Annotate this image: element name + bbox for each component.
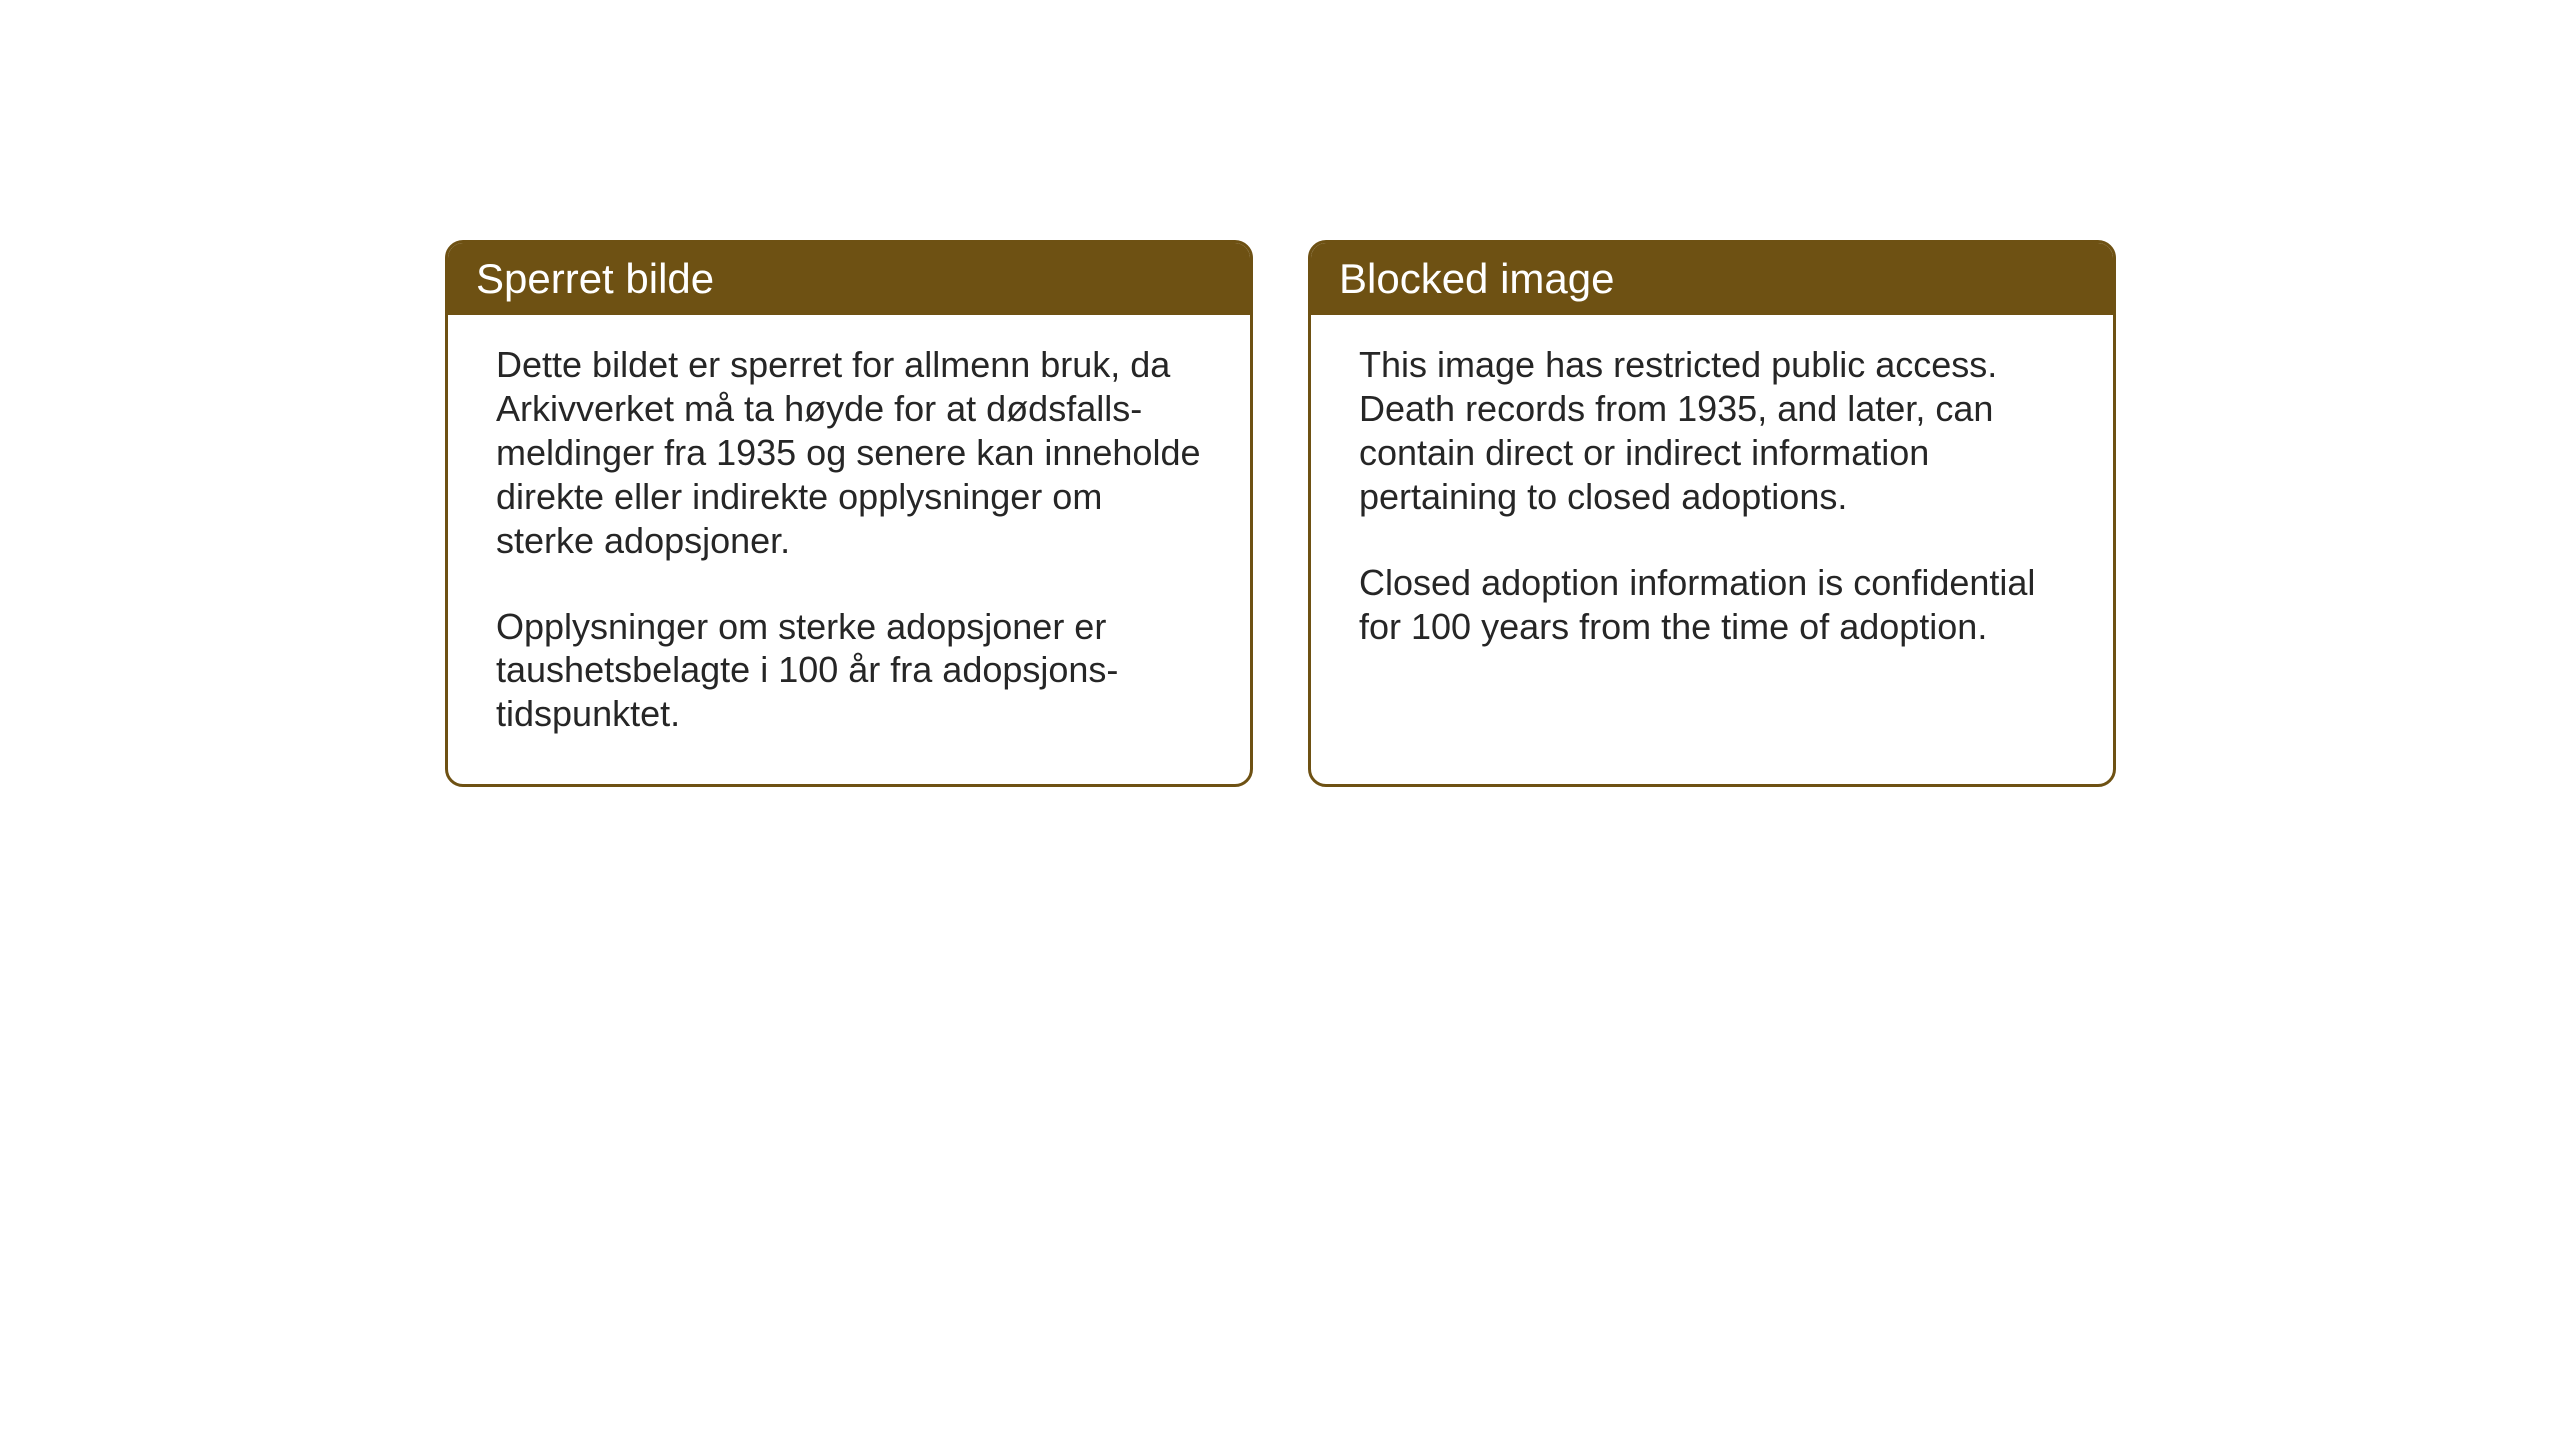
card-paragraph-2-english: Closed adoption information is confident… [1359,561,2065,649]
card-title-norwegian: Sperret bilde [476,255,714,302]
card-body-english: This image has restricted public access.… [1311,315,2113,696]
card-paragraph-1-english: This image has restricted public access.… [1359,343,2065,519]
card-norwegian: Sperret bilde Dette bildet er sperret fo… [445,240,1253,787]
card-english: Blocked image This image has restricted … [1308,240,2116,787]
card-paragraph-2-norwegian: Opplysninger om sterke adopsjoner er tau… [496,605,1202,737]
cards-container: Sperret bilde Dette bildet er sperret fo… [445,240,2116,787]
card-header-norwegian: Sperret bilde [448,243,1250,315]
card-paragraph-1-norwegian: Dette bildet er sperret for allmenn bruk… [496,343,1202,563]
card-body-norwegian: Dette bildet er sperret for allmenn bruk… [448,315,1250,784]
card-header-english: Blocked image [1311,243,2113,315]
card-title-english: Blocked image [1339,255,1614,302]
